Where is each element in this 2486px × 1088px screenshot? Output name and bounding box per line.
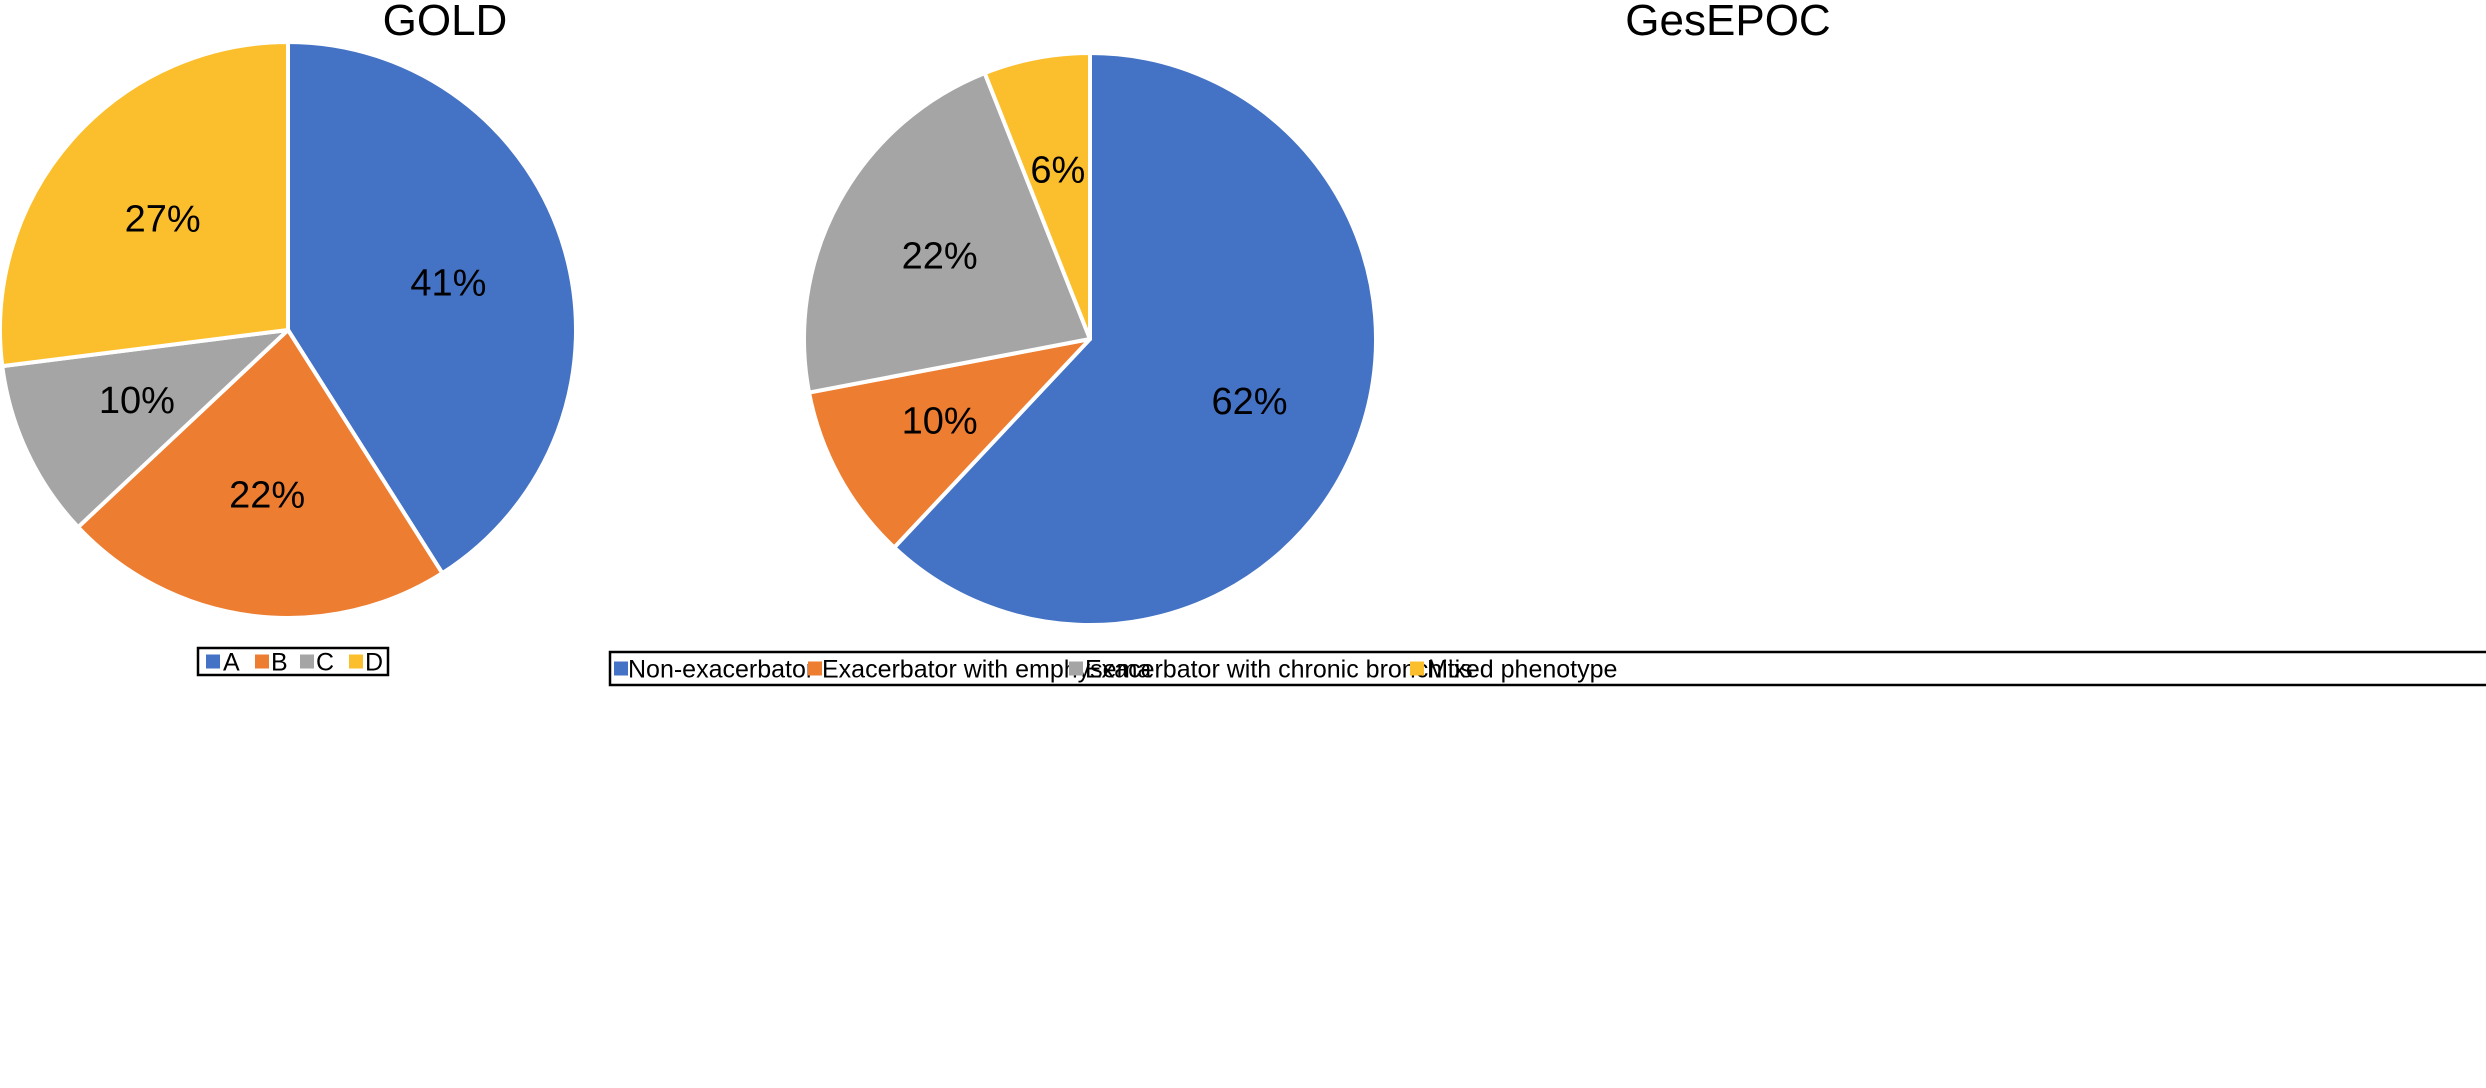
legend-label: Exacerbator with chronic bronchitis	[1085, 656, 1473, 684]
pie-slice-non-exacerbator	[892, 51, 1378, 627]
slice-value-label: 22%	[229, 475, 305, 517]
legend-swatch-exacerbator-with-chronic-bronchitis	[1069, 661, 1083, 676]
legend-swatch-non-exacerbator	[614, 661, 628, 676]
pie-slice-d	[0, 40, 290, 369]
legend-label: A	[223, 649, 240, 677]
legend-label: C	[316, 649, 334, 677]
slice-value-label: 10%	[99, 380, 175, 422]
slice-value-label: 62%	[1211, 381, 1287, 423]
slice-value-label: 27%	[125, 199, 201, 241]
legend-label: D	[365, 649, 383, 677]
legend-swatch-exacerbator-with-emphysema	[808, 661, 822, 676]
gesepoc-pie-chart: GesEPOC 62% 10% 22% 6% Non-exacerbator Exace…	[608, 0, 2486, 687]
pie-slice-b	[76, 328, 445, 620]
legend-label: Exacerbator with emphysema	[822, 656, 1151, 684]
slice-value-label: 6%	[1030, 149, 1085, 191]
chart-legend: Non-exacerbator Exacerbator with emphysem…	[608, 650, 2486, 687]
slice-value-label: 10%	[902, 401, 978, 443]
pie-slice-c	[0, 328, 290, 530]
pie-slice-mixed-phenotype	[982, 51, 1092, 341]
legend-label: Non-exacerbator	[628, 656, 814, 684]
slice-labels: 41% 22% 10% 27%	[99, 199, 487, 517]
pie-slice-exacerbator-with-chronic-bronchitis	[802, 71, 1092, 395]
slice-labels: 62% 10% 22% 6%	[902, 149, 1288, 442]
legend-label: Mixed phenotype	[1427, 656, 1617, 684]
legend-swatch-mixed-phenotype	[1410, 661, 1424, 676]
legend-swatch-d	[349, 654, 363, 669]
pie-slices	[802, 51, 1378, 627]
legend-swatch-b	[255, 654, 269, 669]
slice-value-label: 22%	[902, 235, 978, 277]
chart-title: GOLD	[383, 0, 508, 45]
legend-swatch-a	[206, 654, 220, 669]
slice-value-label: 41%	[410, 262, 486, 304]
legend-label: B	[271, 649, 288, 677]
chart-title: GesEPOC	[1625, 0, 1830, 45]
pie-slice-exacerbator-with-emphysema	[807, 337, 1092, 550]
pie-slices	[0, 40, 578, 620]
legend-frame	[608, 650, 2486, 687]
legend-swatch-c	[300, 654, 314, 669]
